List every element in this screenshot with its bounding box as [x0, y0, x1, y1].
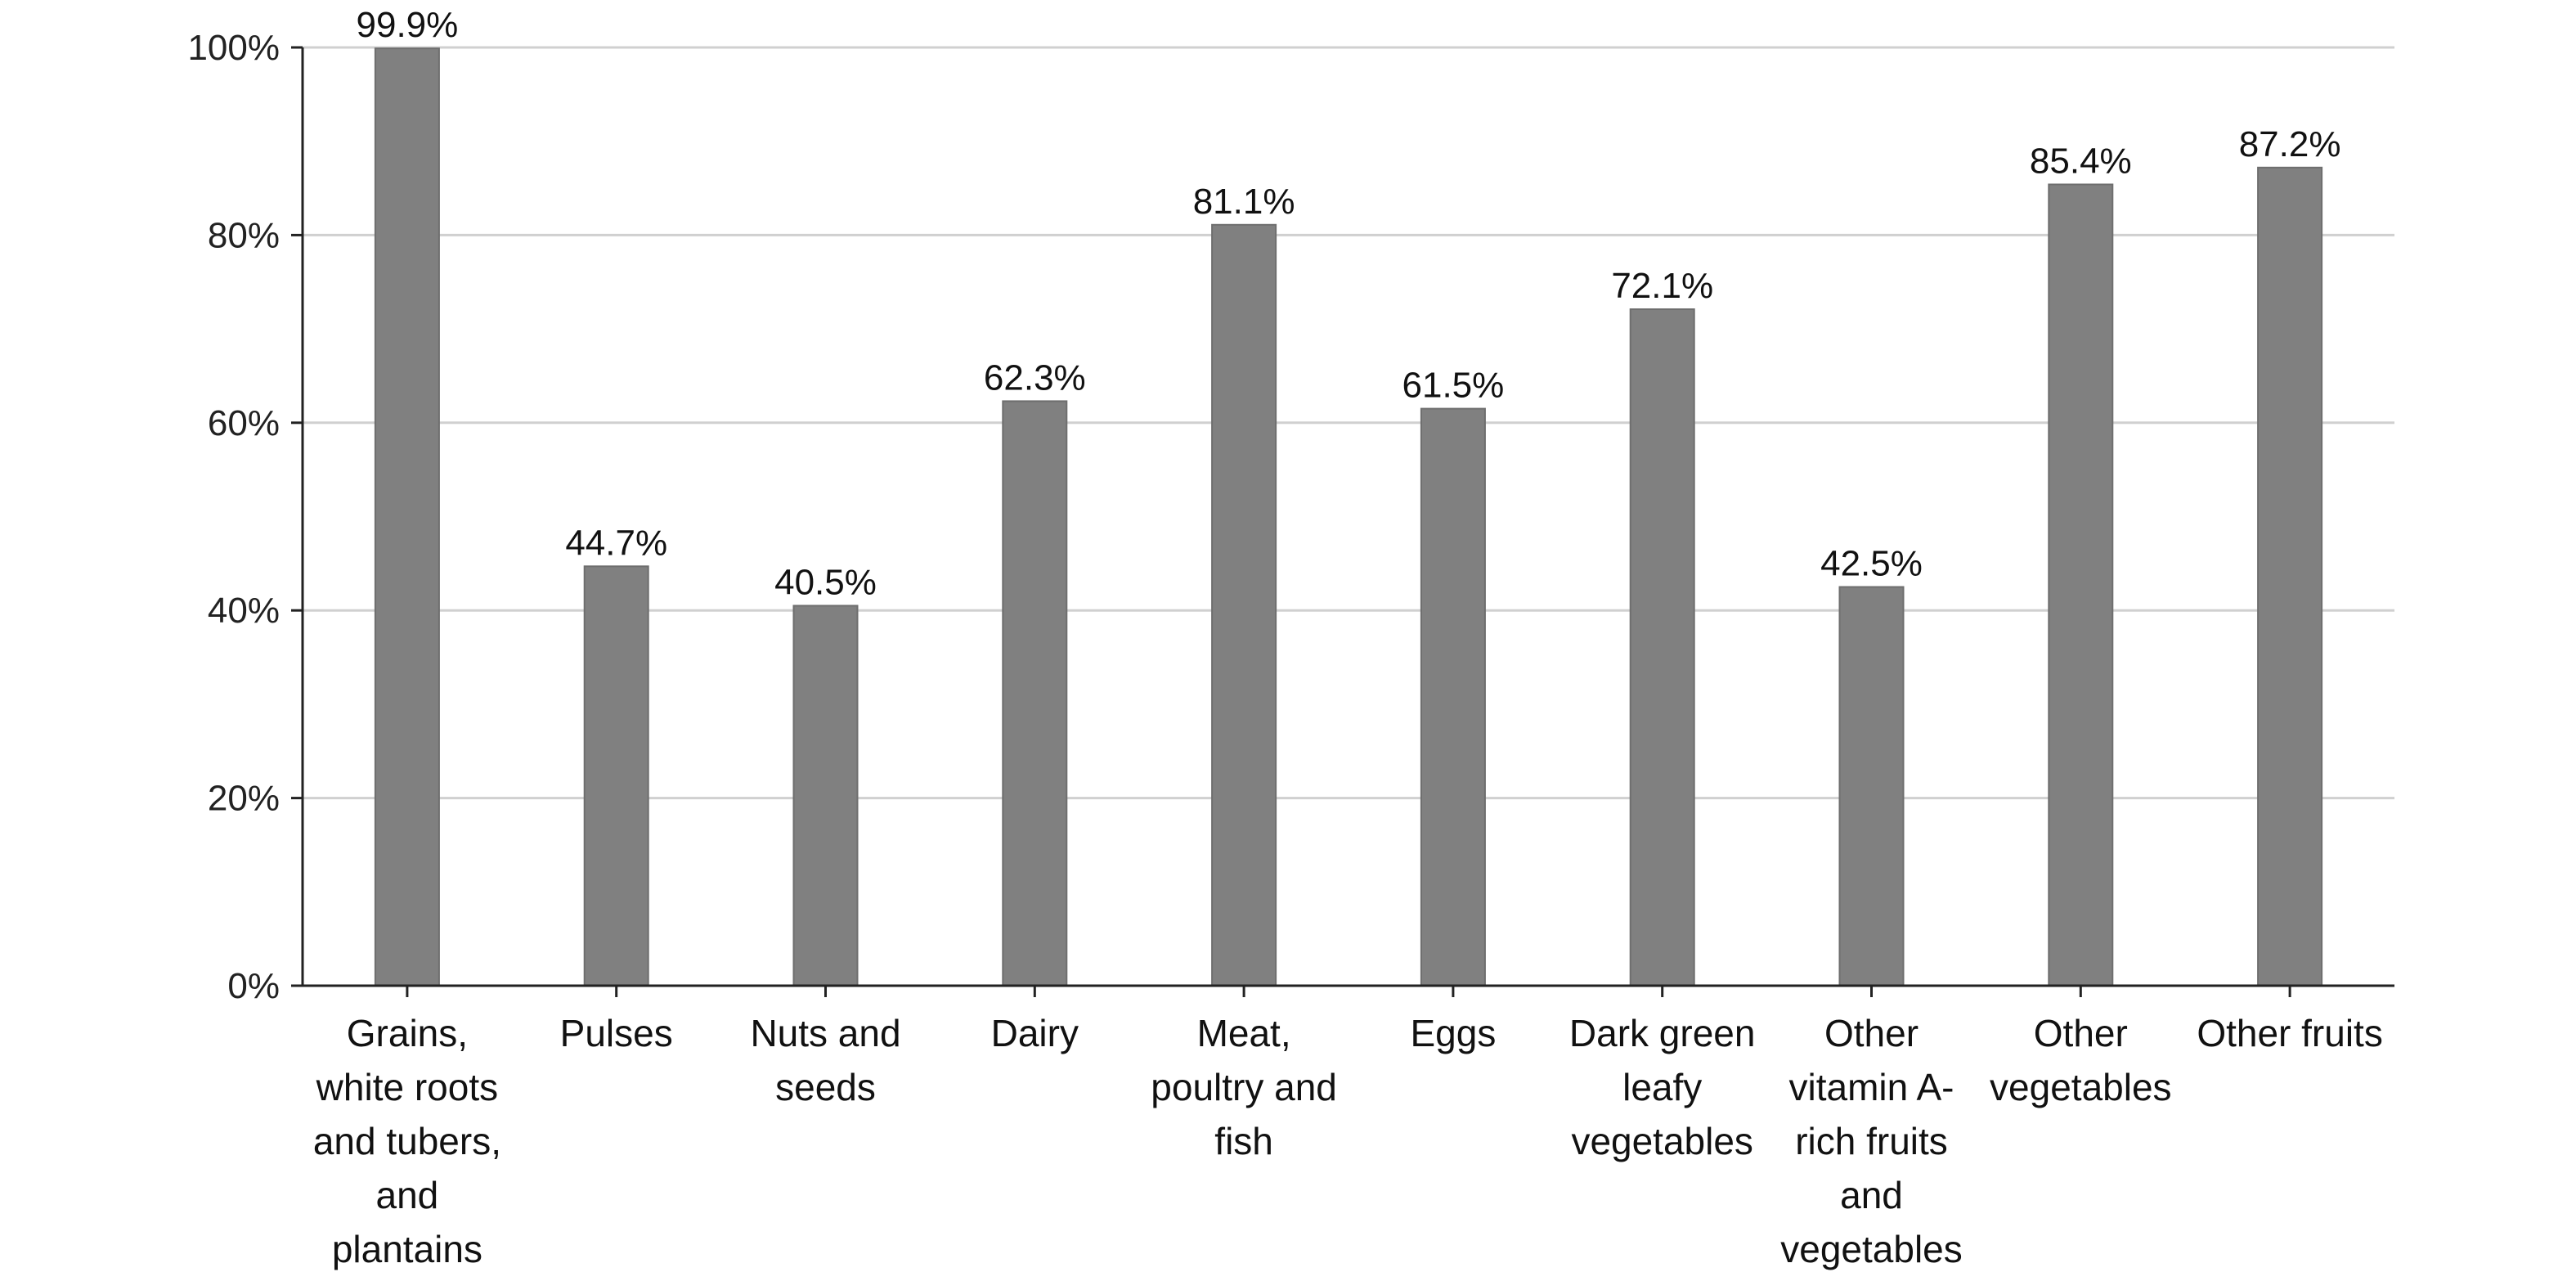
data-label: 72.1% — [1611, 266, 1713, 306]
y-tick-label: 100% — [187, 28, 280, 68]
bar — [374, 47, 440, 987]
bar — [1629, 308, 1695, 987]
x-tick-label-line: fish — [1214, 1120, 1273, 1162]
y-tick-labels: 0% 20% 40% 60% 80% 100% — [187, 28, 280, 1006]
x-tick-label: Grains, white roots and tubers, and plantain… — [313, 1012, 501, 1270]
x-tick-label-line: rich fruits — [1795, 1120, 1948, 1162]
x-tick-label-line: Eggs — [1410, 1012, 1496, 1054]
x-tick-label-line: Dairy — [991, 1012, 1079, 1054]
data-label: 87.2% — [2239, 124, 2341, 164]
bar — [1838, 586, 1905, 987]
x-tick-label-line: and tubers, — [313, 1120, 501, 1162]
x-tick-label-line: seeds — [775, 1066, 876, 1108]
x-tick-labels: Grains, white roots and tubers, and plantain… — [313, 1012, 2383, 1270]
data-label: 81.1% — [1193, 182, 1295, 222]
data-label: 61.5% — [1402, 366, 1505, 406]
data-label: 40.5% — [774, 562, 877, 602]
x-tick-label-line: vegetables — [1780, 1228, 1963, 1270]
x-tick-label-line: vitamin A- — [1789, 1066, 1954, 1108]
x-tick-label-line: vegetables — [1571, 1120, 1753, 1162]
x-tick-label-line: white roots — [316, 1066, 498, 1108]
data-label: 85.4% — [2030, 141, 2132, 181]
axes — [291, 46, 2394, 997]
x-tick-label-line: Other — [1824, 1012, 1919, 1054]
x-tick-label: Nuts and seeds — [750, 1012, 900, 1108]
x-tick-label: Pulses — [560, 1012, 673, 1054]
y-tick-label: 20% — [208, 779, 280, 819]
bar — [1211, 223, 1277, 987]
x-tick-label-line: leafy — [1622, 1066, 1702, 1108]
x-tick-label-line: and — [376, 1174, 439, 1216]
x-tick-label-line: Dark green — [1569, 1012, 1756, 1054]
x-tick-label: Dark green leafy vegetables — [1569, 1012, 1756, 1162]
x-tick-label-line: poultry and — [1151, 1066, 1337, 1108]
bars — [374, 47, 2323, 987]
x-tick-label: Meat, poultry and fish — [1151, 1012, 1337, 1162]
x-tick-label: Dairy — [991, 1012, 1079, 1054]
y-tick-label: 40% — [208, 591, 280, 631]
x-tick-label-line: Other — [2034, 1012, 2128, 1054]
x-tick-label: Other vegetables — [1990, 1012, 2172, 1108]
data-label: 44.7% — [565, 523, 667, 563]
bar — [2257, 166, 2323, 987]
data-labels: 99.9% 44.7% 40.5% 62.3% 81.1% 61.5% 72.1% 42.5%… — [357, 5, 2341, 602]
x-tick-label-line: Grains, — [347, 1012, 468, 1054]
bar — [1420, 407, 1486, 987]
x-tick-label: Other fruits — [2197, 1012, 2383, 1054]
x-tick-label-line: plantains — [332, 1228, 482, 1270]
bar — [583, 565, 649, 987]
bar — [1002, 400, 1068, 987]
x-tick-label: Eggs — [1410, 1012, 1496, 1054]
x-tick-label-line: vegetables — [1990, 1066, 2172, 1108]
x-tick-label-line: Nuts and — [750, 1012, 900, 1054]
bar — [792, 605, 859, 987]
x-tick-label: Other vitamin A-rich fruits and vegetables — [1780, 1012, 1963, 1270]
x-tick-label-line: Meat, — [1197, 1012, 1291, 1054]
data-label: 62.3% — [984, 357, 1086, 398]
y-tick-label: 60% — [208, 403, 280, 443]
bar — [2048, 183, 2114, 987]
data-label: 99.9% — [357, 5, 459, 45]
gridlines — [303, 46, 2394, 800]
y-tick-label: 0% — [227, 966, 280, 1006]
x-tick-label-line: Other fruits — [2197, 1012, 2383, 1054]
y-tick-label: 80% — [208, 215, 280, 255]
x-tick-label-line: and — [1840, 1174, 1903, 1216]
data-label: 42.5% — [1820, 544, 1923, 584]
x-tick-label-line: Pulses — [560, 1012, 673, 1054]
